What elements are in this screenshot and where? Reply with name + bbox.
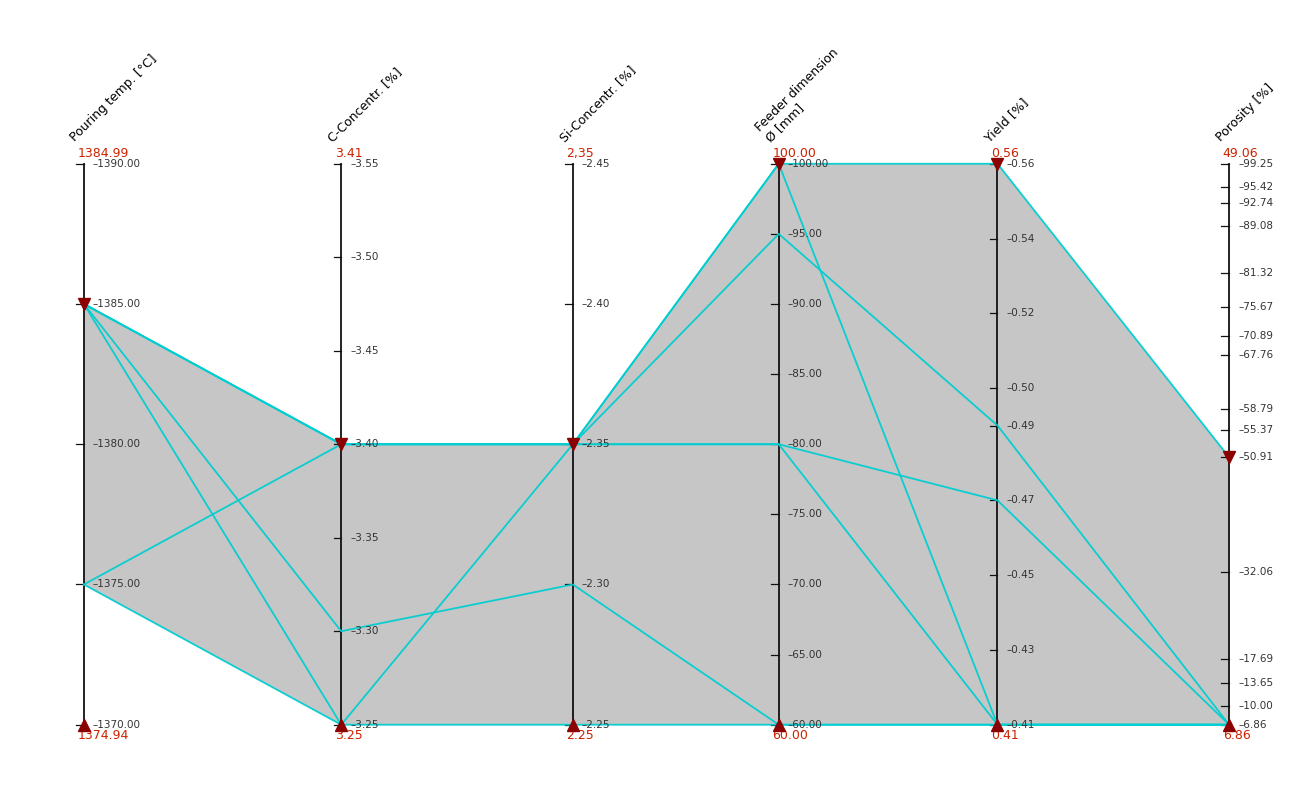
Text: Feeder dimension
Ø [mm]: Feeder dimension Ø [mm] <box>752 45 851 145</box>
Text: 3.41: 3.41 <box>335 147 362 160</box>
Text: –92.74: –92.74 <box>1238 198 1274 208</box>
Text: –0.43: –0.43 <box>1007 645 1035 655</box>
Text: –81.32: –81.32 <box>1238 268 1274 277</box>
Text: –1385.00: –1385.00 <box>93 299 140 309</box>
Text: 3.25: 3.25 <box>335 728 362 742</box>
Text: –1390.00: –1390.00 <box>93 159 140 169</box>
Text: –55.37: –55.37 <box>1238 425 1274 435</box>
Text: –6.86: –6.86 <box>1238 719 1267 730</box>
Text: –95.00: –95.00 <box>788 229 823 238</box>
Text: –10.00: –10.00 <box>1238 700 1272 711</box>
Text: –0.41: –0.41 <box>1007 719 1035 730</box>
Text: –0.52: –0.52 <box>1007 308 1035 318</box>
Text: –50.91: –50.91 <box>1238 452 1274 462</box>
Text: –17.69: –17.69 <box>1238 654 1274 664</box>
Text: C-Concentr. [%]: C-Concentr. [%] <box>326 65 404 145</box>
Text: 49.06: 49.06 <box>1222 147 1258 160</box>
Text: –2.45: –2.45 <box>582 159 611 169</box>
Text: –2.30: –2.30 <box>582 580 611 589</box>
Text: –13.65: –13.65 <box>1238 678 1274 688</box>
Text: –1370.00: –1370.00 <box>93 719 140 730</box>
Text: –75.67: –75.67 <box>1238 302 1274 312</box>
Text: –75.00: –75.00 <box>788 510 823 519</box>
Text: –70.00: –70.00 <box>788 580 822 589</box>
Text: –2.25: –2.25 <box>582 719 611 730</box>
Text: Yield [%]: Yield [%] <box>982 95 1031 145</box>
Text: 1384.99: 1384.99 <box>77 147 129 160</box>
Text: 0.56: 0.56 <box>991 147 1019 160</box>
Text: –3.45: –3.45 <box>351 346 378 355</box>
Text: –99.25: –99.25 <box>1238 159 1274 169</box>
Text: 6.86: 6.86 <box>1222 728 1250 742</box>
Polygon shape <box>572 164 779 725</box>
Text: –2.40: –2.40 <box>582 299 611 309</box>
Text: 0.41: 0.41 <box>991 728 1019 742</box>
Polygon shape <box>779 164 998 725</box>
Text: –67.76: –67.76 <box>1238 350 1274 360</box>
Text: –0.54: –0.54 <box>1007 234 1035 243</box>
Text: –60.00: –60.00 <box>788 719 822 730</box>
Text: –2.35: –2.35 <box>582 440 611 449</box>
Text: –3.25: –3.25 <box>351 719 378 730</box>
Text: –85.00: –85.00 <box>788 369 823 379</box>
Text: 2.25: 2.25 <box>566 728 595 742</box>
Text: –3.35: –3.35 <box>351 533 378 543</box>
Text: –90.00: –90.00 <box>788 299 822 309</box>
Text: Pouring temp. [°C]: Pouring temp. [°C] <box>68 52 160 145</box>
Text: 2,35: 2,35 <box>566 147 595 160</box>
Text: –0.47: –0.47 <box>1007 495 1035 506</box>
Text: 60.00: 60.00 <box>772 728 809 742</box>
Polygon shape <box>341 444 572 725</box>
Text: –0.56: –0.56 <box>1007 159 1035 169</box>
Text: –0.49: –0.49 <box>1007 421 1035 431</box>
Text: –65.00: –65.00 <box>788 650 823 660</box>
Text: –32.06: –32.06 <box>1238 567 1274 576</box>
Text: –0.50: –0.50 <box>1007 383 1035 394</box>
Text: –0.45: –0.45 <box>1007 570 1035 580</box>
Text: –58.79: –58.79 <box>1238 405 1274 414</box>
Text: –1375.00: –1375.00 <box>93 580 140 589</box>
Text: Si-Concentr. [%]: Si-Concentr. [%] <box>557 64 638 145</box>
Text: –3.40: –3.40 <box>351 440 378 449</box>
Text: –80.00: –80.00 <box>788 440 822 449</box>
Text: –3.55: –3.55 <box>351 159 378 169</box>
Polygon shape <box>998 164 1229 725</box>
Text: 100.00: 100.00 <box>772 147 817 160</box>
Text: Porosity [%]: Porosity [%] <box>1213 82 1276 145</box>
Text: –3.50: –3.50 <box>351 252 378 262</box>
Text: –89.08: –89.08 <box>1238 220 1274 231</box>
Polygon shape <box>84 304 341 725</box>
Text: –1380.00: –1380.00 <box>93 440 140 449</box>
Text: –3.30: –3.30 <box>351 626 378 636</box>
Text: –95.42: –95.42 <box>1238 182 1274 192</box>
Text: –70.89: –70.89 <box>1238 331 1274 341</box>
Text: –100.00: –100.00 <box>788 159 829 169</box>
Text: 1374.94: 1374.94 <box>77 728 129 742</box>
